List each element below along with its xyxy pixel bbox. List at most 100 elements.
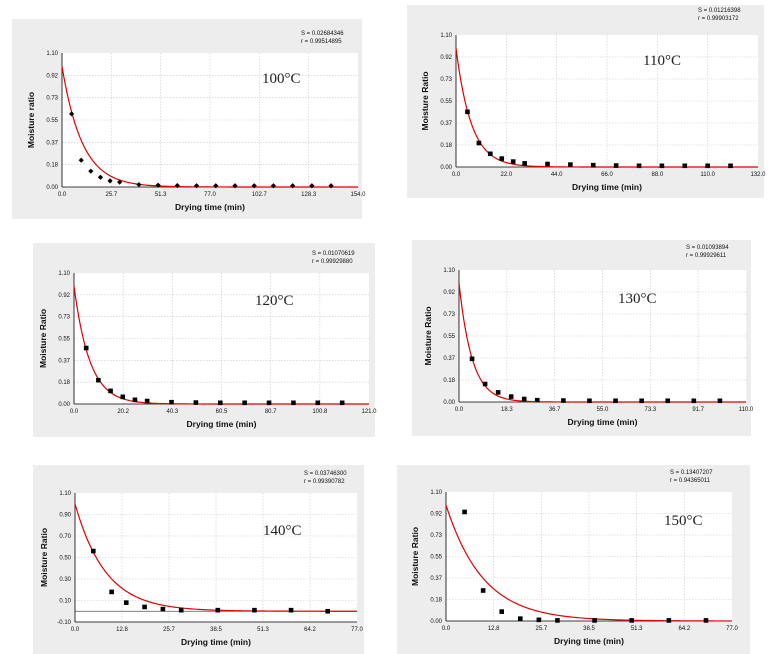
data-point	[665, 398, 671, 404]
y-tick-label: 0.73	[443, 312, 455, 318]
y-tick-label: 0.55	[58, 337, 70, 343]
x-tick-label: 64.2	[678, 626, 690, 632]
data-point	[136, 181, 142, 188]
stat-r: r = 0.99929880	[312, 259, 353, 265]
x-tick-label: 128.3	[301, 192, 317, 198]
y-tick-label: 0.00	[430, 619, 442, 625]
y-tick-label: 0.00	[58, 402, 70, 408]
x-tick-label: 36.7	[549, 407, 561, 413]
data-point	[270, 183, 277, 189]
data-point	[555, 618, 560, 623]
y-tick-label: -0.10	[57, 620, 71, 626]
fit-statistics: S = 0.01070619 r = 0.99929880	[312, 250, 355, 266]
y-tick-label: 0.92	[443, 290, 455, 296]
data-point	[266, 400, 272, 406]
data-point	[728, 163, 733, 169]
stat-r: r = 0.99390782	[304, 479, 345, 485]
data-point	[142, 604, 147, 610]
x-tick-label: 66.0	[601, 172, 613, 178]
data-point	[480, 588, 486, 593]
x-tick-label: 38.5	[583, 626, 595, 632]
y-tick-label: 0.73	[440, 77, 452, 83]
data-point	[78, 157, 84, 163]
x-tick-label: 38.5	[210, 627, 222, 633]
y-tick-label: 0.37	[440, 121, 452, 127]
data-point	[291, 400, 296, 406]
temperature-label: 150°C	[664, 513, 703, 529]
y-axis-label: Moisture Ratio	[39, 528, 49, 587]
data-point	[97, 174, 104, 180]
data-point	[193, 183, 200, 189]
x-tick-label: 132.0	[750, 172, 766, 178]
y-axis-label: Moisture Ratio	[38, 309, 48, 368]
data-point	[217, 400, 223, 406]
y-axis-label: Moisture Ratio	[420, 71, 430, 130]
stat-r: r = 0.99514895	[301, 39, 342, 45]
data-point	[109, 589, 114, 595]
data-point	[290, 183, 296, 189]
data-point	[499, 609, 505, 614]
stat-r: r = 0.94365011	[670, 478, 711, 484]
y-tick-label: 1.10	[46, 51, 58, 57]
data-point	[561, 398, 566, 403]
y-tick-label: 0.18	[430, 598, 442, 604]
x-tick-label: 80.7	[265, 409, 277, 415]
x-axis-label: Drying time (min)	[554, 636, 624, 646]
y-tick-label: 0.90	[59, 513, 71, 519]
data-point	[160, 606, 166, 612]
data-point	[666, 618, 672, 623]
fit-statistics: S = 0.01093894 r = 0.99929611	[686, 244, 729, 260]
data-point	[120, 394, 126, 400]
y-tick-label: 0.50	[59, 556, 71, 562]
data-point	[510, 159, 516, 164]
chart-140c: -0.10 0.10 0.30 0.50 0.70 0.90 1.10 0.0 12.8 25.7…	[39, 491, 363, 647]
y-axis-label: Moisture ratio	[26, 92, 36, 148]
data-point	[682, 163, 688, 169]
x-tick-label: 22.0	[500, 172, 512, 178]
fit-curve	[458, 283, 746, 403]
stat-s: S = 0.13407207	[670, 470, 713, 476]
x-tick-label: 0.0	[70, 409, 79, 415]
x-tick-label: 25.7	[105, 192, 117, 198]
x-axis-label: Drying time (min)	[568, 417, 638, 427]
x-tick-label: 12.8	[488, 626, 500, 632]
y-tick-label: 0.37	[430, 576, 442, 582]
stat-s: S = 0.01070619	[312, 251, 355, 257]
data-point	[91, 548, 96, 554]
data-point	[592, 618, 597, 623]
data-point	[462, 509, 467, 515]
y-tick-label: 0.55	[430, 555, 442, 561]
x-tick-label: 51.3	[155, 192, 167, 198]
data-point	[629, 618, 635, 623]
data-point	[717, 398, 723, 404]
data-point	[703, 618, 709, 623]
fit-curve	[445, 504, 732, 622]
y-tick-label: 0.37	[46, 140, 58, 146]
data-point	[155, 182, 161, 188]
chart-panel-150c: 0.00 0.18 0.37 0.55 0.73 0.92 1.10 0.0 12.8 25.7 3…	[397, 465, 750, 654]
y-tick-label: 0.18	[440, 143, 452, 149]
y-tick-label: 0.00	[46, 185, 58, 191]
x-axis-label: Drying time (min)	[175, 202, 245, 212]
x-tick-label: 25.7	[163, 627, 175, 633]
x-tick-label: 20.2	[117, 409, 129, 415]
x-tick-label: 100.8	[312, 409, 328, 415]
data-point	[132, 397, 138, 403]
x-tick-label: 12.8	[116, 627, 128, 633]
x-tick-label: 110.0	[739, 407, 754, 413]
chart-panel-140c: -0.10 0.10 0.30 0.50 0.70 0.90 1.10 0.0 12.8 25.7…	[33, 465, 364, 654]
x-tick-label: 77.0	[351, 627, 363, 633]
data-point	[536, 617, 542, 623]
data-point	[123, 600, 129, 605]
data-point	[174, 182, 180, 189]
data-point	[469, 356, 475, 362]
y-tick-label: 0.10	[59, 599, 71, 605]
y-axis-label: Moisture Ratio	[410, 527, 420, 586]
data-point	[325, 608, 331, 614]
x-tick-label: 0.0	[71, 627, 80, 633]
y-tick-label: 0.00	[443, 400, 455, 406]
fit-statistics: S = 0.13407207 r = 0.94365011	[670, 469, 713, 485]
x-axis-label: Drying time (min)	[572, 182, 642, 192]
y-tick-label: 0.73	[58, 315, 70, 321]
data-point	[108, 388, 113, 394]
